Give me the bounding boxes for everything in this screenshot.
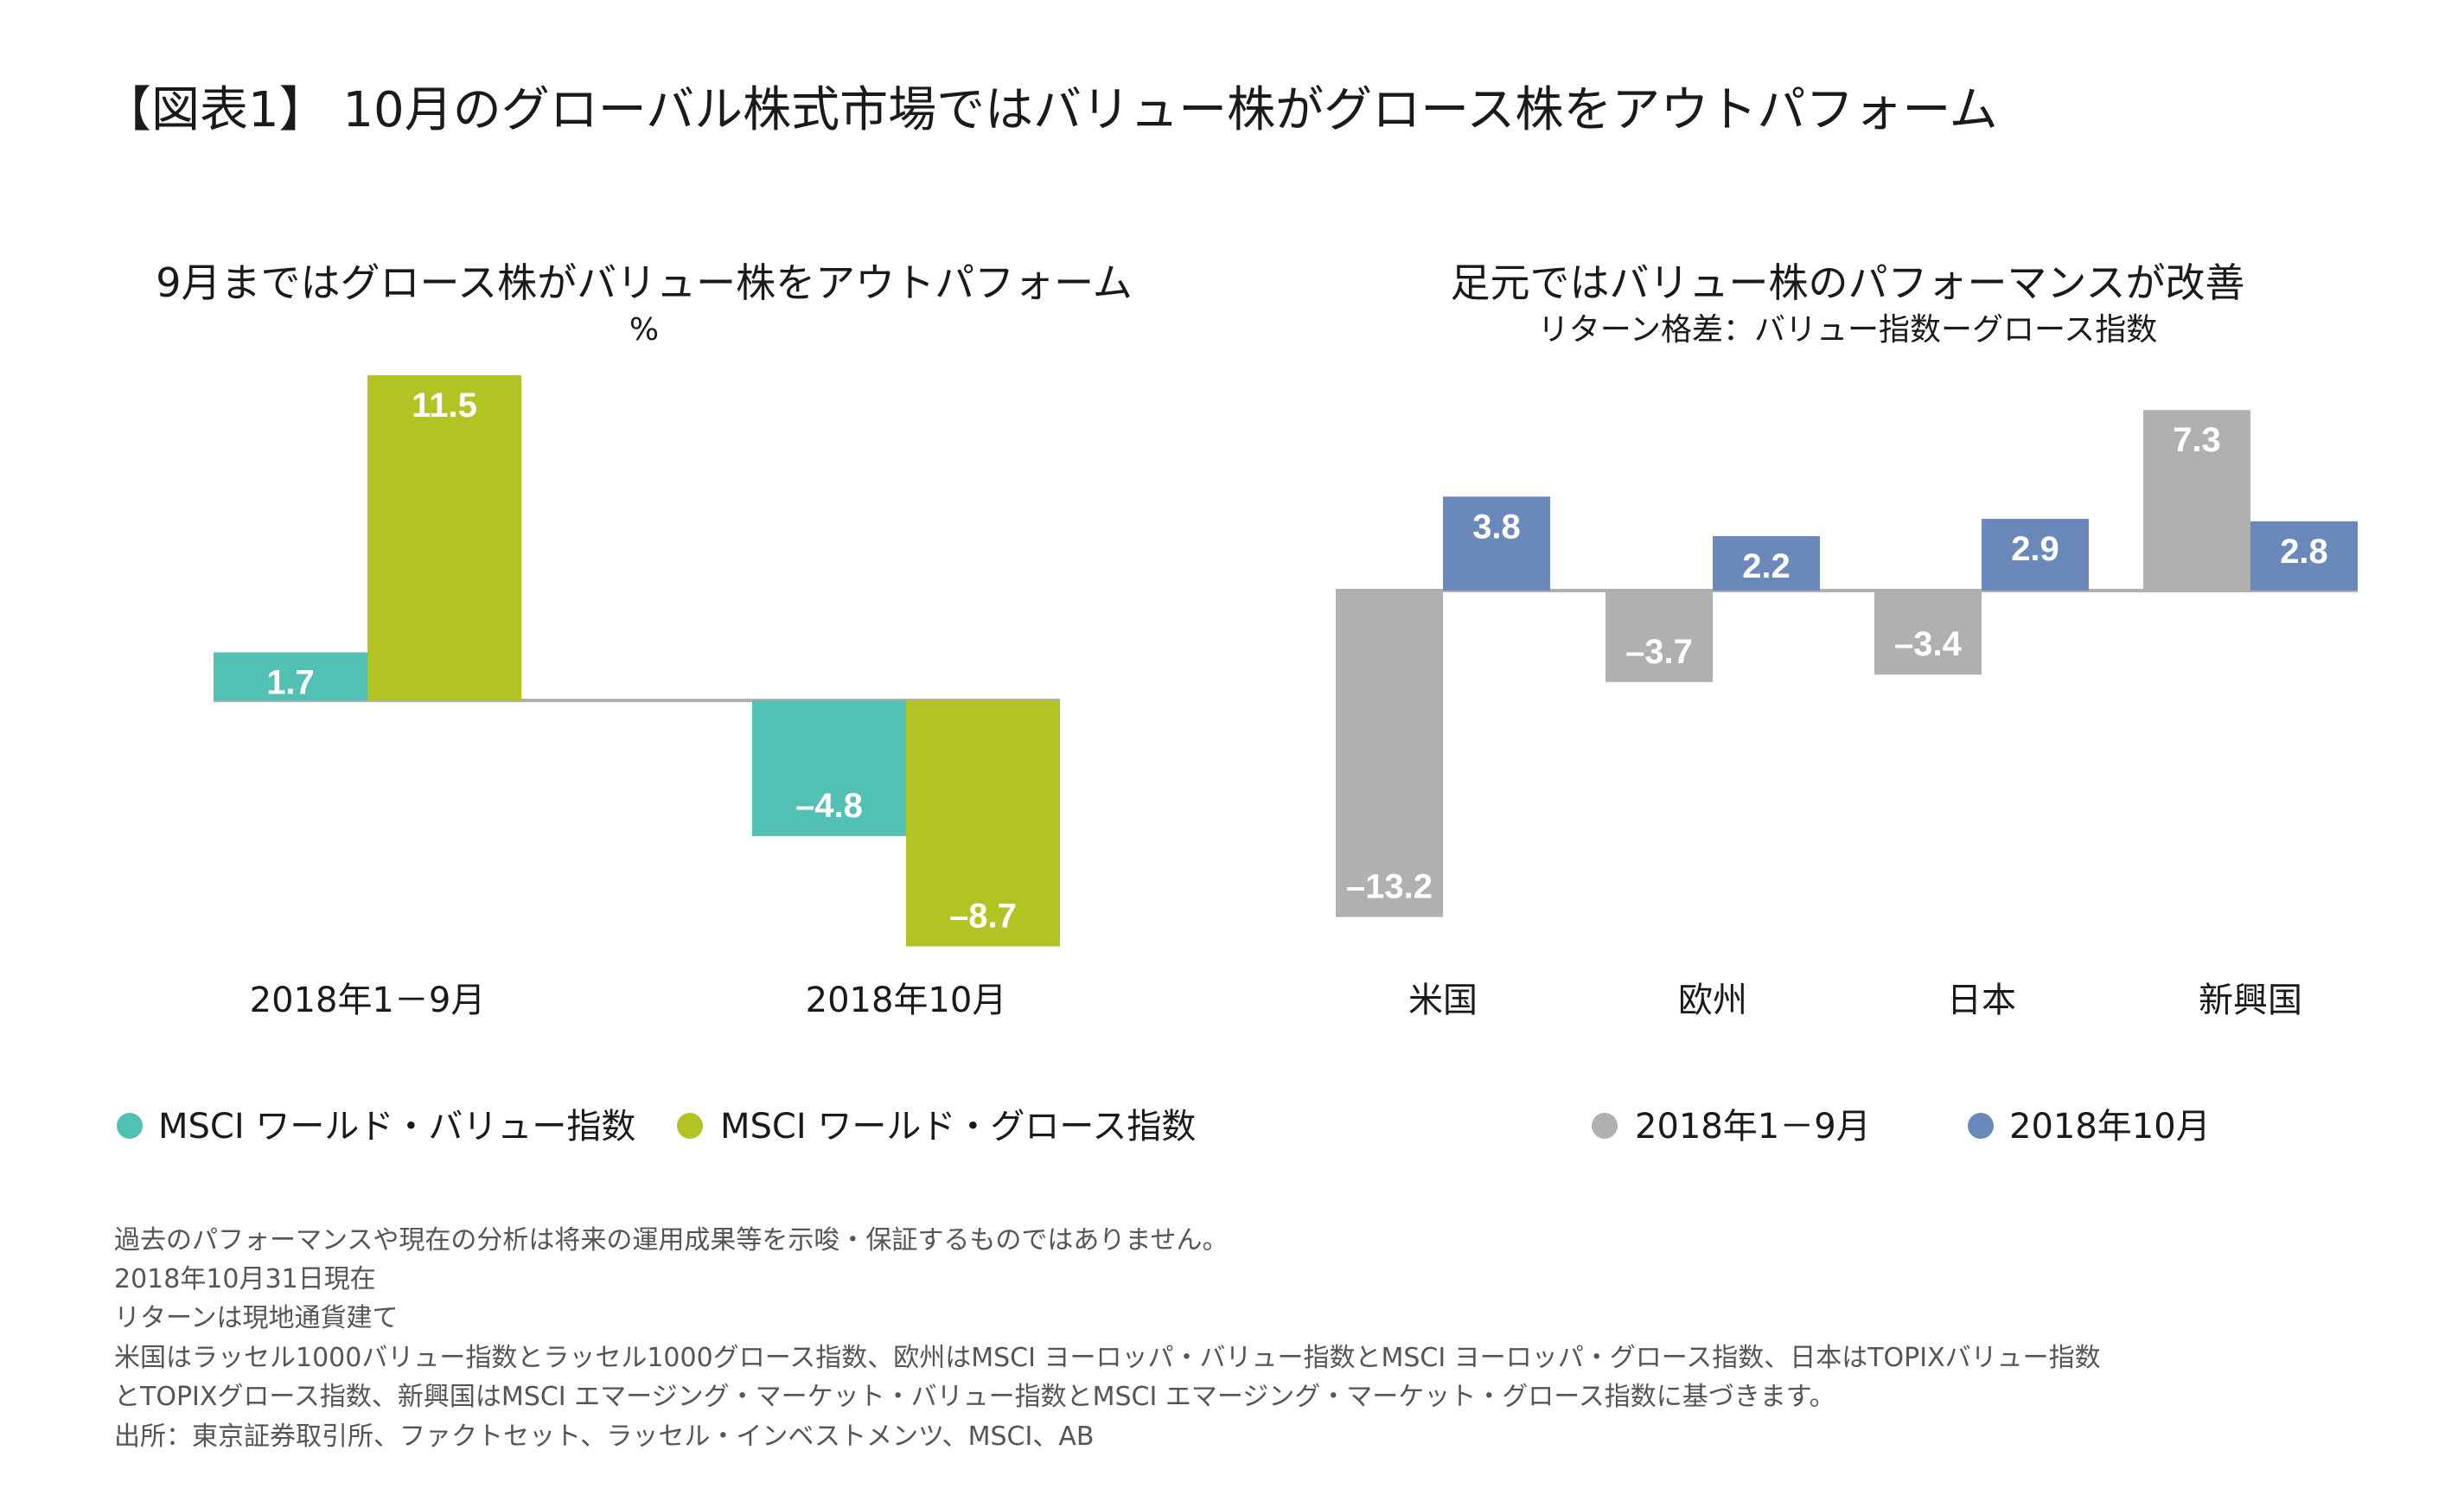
legend-label-growth: MSCI ワールド・グロース指数 <box>720 1107 1196 1147</box>
bar <box>1713 536 1820 591</box>
bar <box>1443 496 1550 591</box>
category-label: 米国 <box>1408 981 1478 1020</box>
category-label: 2018年1－9月 <box>250 981 486 1020</box>
data-label: –3.7 <box>1625 633 1693 671</box>
bar <box>214 652 367 700</box>
footnotes: 過去のパフォーマンスや現在の分析は将来の運用成果等を示唆・保証するものではありま… <box>114 1225 2101 1452</box>
legend-label-jan-sep: 2018年1－9月 <box>1635 1107 1871 1147</box>
bar <box>1605 591 1713 682</box>
legend-label-value: MSCI ワールド・バリュー指数 <box>158 1107 635 1147</box>
legend-marker-value <box>117 1113 143 1139</box>
bar <box>752 700 906 836</box>
left-chart-title: 9月まではグロース株がバリュー株をアウトパフォーム <box>156 259 1133 306</box>
data-label: 2.2 <box>1742 547 1791 585</box>
data-label: 7.3 <box>2173 421 2221 459</box>
right-legend: 2018年1－9月 2018年10月 <box>1592 1107 2211 1147</box>
left-chart: 9月まではグロース株がバリュー株をアウトパフォーム % 1.7 11.5 2018年… <box>117 259 1196 1147</box>
bar <box>1874 591 1982 675</box>
bar <box>1336 591 1443 917</box>
data-label: –13.2 <box>1346 868 1433 906</box>
bar <box>2143 410 2250 591</box>
data-label: 1.7 <box>266 663 315 701</box>
figure-title: 【図表1】 10月のグローバル株式市場ではバリュー株がグロース株をアウトパフォー… <box>103 82 1998 138</box>
footnote: リターンは現地通貨建て <box>114 1303 399 1333</box>
category-label: 新興国 <box>2199 981 2302 1020</box>
bar <box>1982 519 2089 591</box>
data-label: –4.8 <box>795 787 863 825</box>
footnote: 過去のパフォーマンスや現在の分析は将来の運用成果等を示唆・保証するものではありま… <box>114 1225 1229 1256</box>
legend-label-oct: 2018年10月 <box>2009 1107 2211 1147</box>
footnote: 2018年10月31日現在 <box>114 1264 376 1294</box>
legend-marker-growth <box>677 1113 703 1139</box>
data-label: –8.7 <box>949 897 1017 935</box>
right-chart-title: 足元ではバリュー株のパフォーマンスが改善 <box>1450 259 2244 306</box>
footnote: とTOPIXグロース指数、新興国はMSCI エマージング・マーケット・バリュー指… <box>114 1382 1835 1412</box>
data-label: –3.4 <box>1894 625 1963 663</box>
category-label: 2018年10月 <box>806 981 1007 1020</box>
footnote: 出所：東京証券取引所、ファクトセット、ラッセル・インベストメンツ、MSCI、AB <box>114 1422 1094 1452</box>
bar <box>906 700 1060 947</box>
legend-marker-oct <box>1968 1113 1994 1139</box>
category-label: 欧州 <box>1678 981 1747 1020</box>
data-label: 11.5 <box>412 387 477 425</box>
footnote: 米国はラッセル1000バリュー指数とラッセル1000グロース指数、欧州はMSCI… <box>114 1343 2101 1373</box>
bar <box>367 374 521 700</box>
data-label: 3.8 <box>1472 508 1521 546</box>
right-chart: 足元ではバリュー株のパフォーマンスが改善 リターン格差：バリュー指数ーグロース指… <box>1336 259 2358 1147</box>
right-chart-subtitle: リターン格差：バリュー指数ーグロース指数 <box>1538 312 2157 348</box>
legend-marker-jan-sep <box>1592 1113 1618 1139</box>
data-label: 2.9 <box>2011 530 2059 568</box>
bar <box>2250 521 2358 591</box>
left-legend: MSCI ワールド・バリュー指数 MSCI ワールド・グロース指数 <box>117 1107 1196 1147</box>
data-label: 2.8 <box>2280 533 2328 571</box>
category-label: 日本 <box>1947 981 2016 1020</box>
left-chart-unit: % <box>629 312 659 348</box>
